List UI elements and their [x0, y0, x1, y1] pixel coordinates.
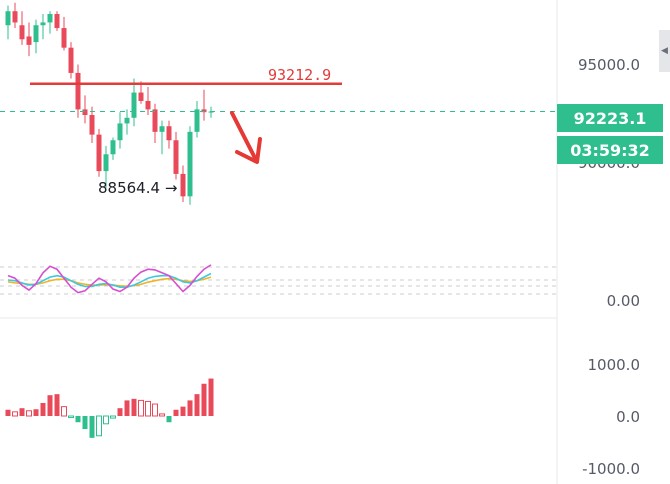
- macd-axis-bottom: -1000.0: [582, 460, 640, 478]
- macd-bar: [40, 403, 46, 416]
- macd-bar: [5, 409, 11, 416]
- macd-bar: [159, 413, 165, 417]
- macd-bar: [12, 411, 18, 417]
- candle-body: [12, 11, 18, 23]
- candle-body: [89, 115, 95, 135]
- macd-axis-top: 1000.0: [587, 356, 641, 374]
- kdj-k-line: [7, 264, 212, 294]
- macd-bar: [152, 403, 158, 417]
- candle-body: [82, 109, 88, 115]
- candle-body: [180, 173, 186, 197]
- candle-body: [208, 111, 214, 113]
- candlestick-series: [5, 2, 214, 205]
- candle-body: [110, 140, 116, 155]
- macd-bar: [96, 415, 102, 437]
- candle-body: [19, 25, 25, 40]
- candle-body: [33, 25, 39, 43]
- candle-body: [61, 28, 67, 48]
- price-lines: [0, 82, 557, 113]
- macd-bar: [54, 394, 60, 416]
- macd-bar: [68, 415, 74, 419]
- macd-bar: [103, 415, 109, 425]
- macd-bar: [117, 408, 123, 416]
- down-arrow-drawing: [230, 111, 262, 164]
- countdown-tag: 03:59:32: [557, 136, 663, 164]
- low-price-label: 88564.4 →: [98, 179, 177, 197]
- resistance-label: 93212.9: [268, 66, 332, 84]
- candle-body: [159, 126, 165, 132]
- macd-histogram: [5, 378, 214, 438]
- macd-bar: [124, 400, 130, 416]
- macd-bar: [187, 400, 193, 416]
- macd-bar: [61, 406, 67, 417]
- candle-body: [152, 109, 158, 132]
- candle-body: [145, 100, 151, 110]
- candle-body: [68, 47, 74, 73]
- price-axis-95000: 95000.0: [577, 56, 640, 74]
- macd-bar: [138, 399, 144, 417]
- macd-axis-mid: 0.0: [616, 408, 640, 426]
- chart-grid: [0, 0, 558, 484]
- kdj-indicator: [0, 264, 557, 295]
- macd-bar: [145, 400, 151, 417]
- chevron-left-icon: ◀: [661, 46, 668, 56]
- candle-body: [117, 123, 123, 141]
- low-price-arrow: →: [164, 179, 178, 197]
- candle-body: [173, 140, 179, 174]
- macd-bar: [26, 410, 32, 417]
- candle-body: [75, 72, 81, 110]
- macd-bar: [82, 416, 88, 429]
- scroll-handle[interactable]: ◀: [659, 30, 670, 72]
- candle-body: [124, 117, 130, 124]
- macd-bar: [201, 383, 207, 416]
- kdj-axis-label: 0.00: [606, 292, 640, 310]
- candle-body: [201, 109, 207, 113]
- macd-bar: [110, 415, 116, 419]
- macd-bar: [47, 395, 53, 416]
- macd-bar: [75, 416, 81, 423]
- candle-body: [96, 134, 102, 172]
- macd-bar: [180, 406, 186, 416]
- macd-bar: [173, 409, 179, 416]
- candle-body: [40, 22, 46, 26]
- macd-bar: [131, 398, 137, 416]
- macd-bar: [194, 394, 200, 416]
- macd-bar: [208, 378, 214, 416]
- macd-bar: [166, 416, 172, 423]
- candle-body: [5, 11, 11, 26]
- low-price-value: 88564.4: [98, 179, 161, 197]
- macd-bar: [89, 416, 95, 438]
- candle-body: [187, 131, 193, 197]
- candle-body: [47, 14, 53, 23]
- candle-body: [166, 126, 172, 141]
- candle-body: [138, 92, 144, 101]
- candle-body: [103, 154, 109, 172]
- candle-body: [54, 14, 60, 29]
- macd-bar: [33, 409, 39, 416]
- candle-body: [26, 36, 32, 45]
- macd-bar: [19, 408, 25, 416]
- last-price-tag: 92223.1: [557, 104, 663, 132]
- candle-body: [194, 109, 200, 132]
- candle-body: [131, 92, 137, 118]
